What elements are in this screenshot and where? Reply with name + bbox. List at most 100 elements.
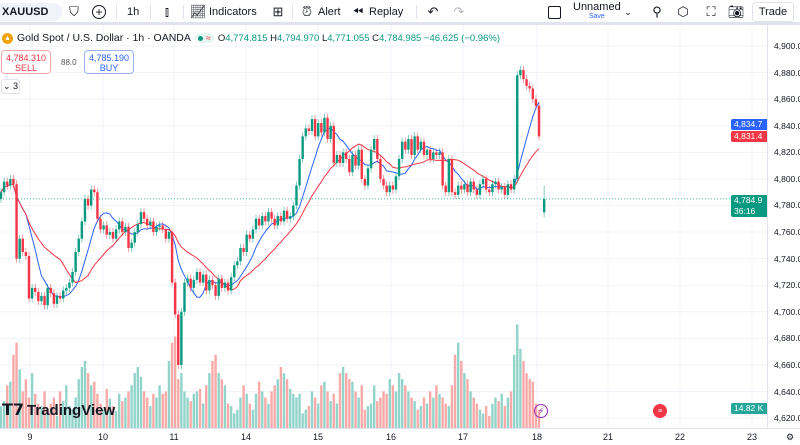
templates-grid-icon[interactable]: ⊞ xyxy=(272,4,284,19)
volume-bar xyxy=(139,376,143,428)
candle-body xyxy=(127,226,130,249)
quick-search-icon[interactable]: ⚲ xyxy=(652,4,662,19)
candle-body xyxy=(30,287,34,299)
volume-bar xyxy=(422,397,426,428)
layout-square-icon[interactable] xyxy=(548,3,561,21)
candle-body xyxy=(121,221,124,233)
axis-settings-icon[interactable]: ⚙ xyxy=(785,432,795,442)
candle-body xyxy=(500,186,503,190)
candle-body xyxy=(478,184,482,195)
layout-name-button[interactable]: Unnamed Save xyxy=(573,2,621,21)
symbol-search[interactable]: XAUUSD xyxy=(0,3,62,21)
data-delay-icon: ≈ xyxy=(205,33,211,43)
volume-bar xyxy=(295,397,298,428)
volume-bar xyxy=(229,406,233,428)
candle-body xyxy=(407,139,410,150)
volume-bar xyxy=(158,385,161,428)
volume-bar xyxy=(497,401,500,428)
volume-bar xyxy=(512,354,516,428)
volume-bar xyxy=(345,373,348,428)
interval-button[interactable]: 1h xyxy=(127,3,139,21)
candle-body xyxy=(444,185,447,193)
favorite-diamond-icon[interactable]: ⛉ xyxy=(69,4,79,19)
volume-label: 14.82 K xyxy=(731,403,767,414)
open-value: 4,774.815 xyxy=(225,32,268,44)
settings-icon[interactable]: ⬡ xyxy=(677,4,689,19)
bar-countdown: 36:16 xyxy=(734,206,756,216)
volume-bar xyxy=(276,379,279,428)
sell-button[interactable]: 4,784.310 SELL xyxy=(1,50,51,74)
volume-bar xyxy=(223,385,227,428)
volume-bar xyxy=(205,385,208,428)
volume-bar xyxy=(15,342,18,428)
volume-bar xyxy=(425,403,429,428)
volume-bar xyxy=(385,393,388,428)
candle-body xyxy=(270,212,273,219)
camera-icon[interactable]: 📷︎ xyxy=(727,4,745,19)
candle-body xyxy=(217,278,220,296)
price-chart[interactable] xyxy=(0,25,767,428)
spread-value: 88.0 xyxy=(61,58,77,67)
replay-button[interactable]: ⏪︎ Replay xyxy=(350,3,403,21)
volume-bar xyxy=(509,391,513,428)
symbol-title[interactable]: Gold Spot / U.S. Dollar · 1h · OANDA xyxy=(17,32,191,44)
us-flag-event-icon[interactable]: ≡ xyxy=(653,404,667,418)
candle-body xyxy=(173,282,177,315)
volume-bar xyxy=(354,391,357,428)
volume-bar xyxy=(413,401,416,428)
volume-bar xyxy=(83,360,87,428)
interval-label: 1h xyxy=(127,6,140,18)
volume-bar xyxy=(261,391,264,428)
volume-bar xyxy=(6,385,9,428)
volume-bar xyxy=(43,391,46,428)
add-compare-icon[interactable]: + xyxy=(92,3,106,21)
volume-bar xyxy=(164,391,168,428)
volume-bar xyxy=(516,324,519,428)
chevron-down-icon[interactable]: ⌄ xyxy=(624,6,632,17)
candle-body xyxy=(542,198,546,213)
price-tick: 4,740.0 xyxy=(774,253,800,264)
tradingview-watermark[interactable]: 𝗧𝟳 TradingView xyxy=(2,400,115,420)
price-axis[interactable]: 4,900.0 4,880.0 4,860.0 4,840.0 4,820.0 4,800… xyxy=(767,25,800,428)
last-price-label: 4,784.9 36:16 xyxy=(731,195,767,217)
redo-icon[interactable]: ↷ xyxy=(453,4,465,19)
undo-icon[interactable]: ↶ xyxy=(427,4,439,19)
trade-button[interactable]: Trade xyxy=(752,2,794,22)
fullscreen-icon[interactable]: ⛶ xyxy=(706,4,716,19)
market-status-badge[interactable]: ≈ xyxy=(194,33,214,43)
volume-bar xyxy=(335,403,339,428)
candle-body xyxy=(2,181,6,193)
volume-bar xyxy=(124,397,127,428)
volume-bar xyxy=(475,403,479,428)
volume-bar xyxy=(484,406,488,428)
buy-button[interactable]: 4,785.190 BUY xyxy=(84,50,134,74)
candle-body xyxy=(117,221,121,230)
candle-body xyxy=(447,158,451,193)
candle-body xyxy=(472,181,475,190)
volume-bar xyxy=(186,397,189,428)
indicators-collapse-button[interactable]: ⌄ 3 xyxy=(1,79,20,94)
volume-bar xyxy=(180,373,183,428)
candle-body xyxy=(161,225,164,230)
price-tick: 4,900.0 xyxy=(774,41,800,51)
indicators-button[interactable]: 📈︎ Indicators xyxy=(190,3,257,21)
volume-bar xyxy=(167,360,171,428)
volume-bar xyxy=(285,379,289,428)
candle-body xyxy=(351,154,354,173)
volume-bar xyxy=(245,393,248,428)
candle-body xyxy=(177,314,180,365)
volume-bar xyxy=(93,381,96,428)
volume-bar xyxy=(491,403,494,428)
high-value: 4,794.970 xyxy=(277,32,320,44)
candle-body xyxy=(236,261,239,266)
candles-icon[interactable]: ⫾ xyxy=(164,4,170,19)
volume-bar xyxy=(55,415,59,428)
volume-bar xyxy=(298,393,301,428)
lightning-event-icon[interactable]: ⚡︎ xyxy=(534,404,548,418)
ma-slow-line xyxy=(0,143,540,291)
volume-bar xyxy=(114,410,118,428)
alert-button[interactable]: ⏰︎ Alert xyxy=(299,3,341,21)
candle-body xyxy=(450,158,454,193)
time-axis[interactable]: ⚙ 9 10 11 14 15 16 17 18 21 22 23 xyxy=(0,428,800,445)
save-link[interactable]: Save xyxy=(588,13,605,20)
